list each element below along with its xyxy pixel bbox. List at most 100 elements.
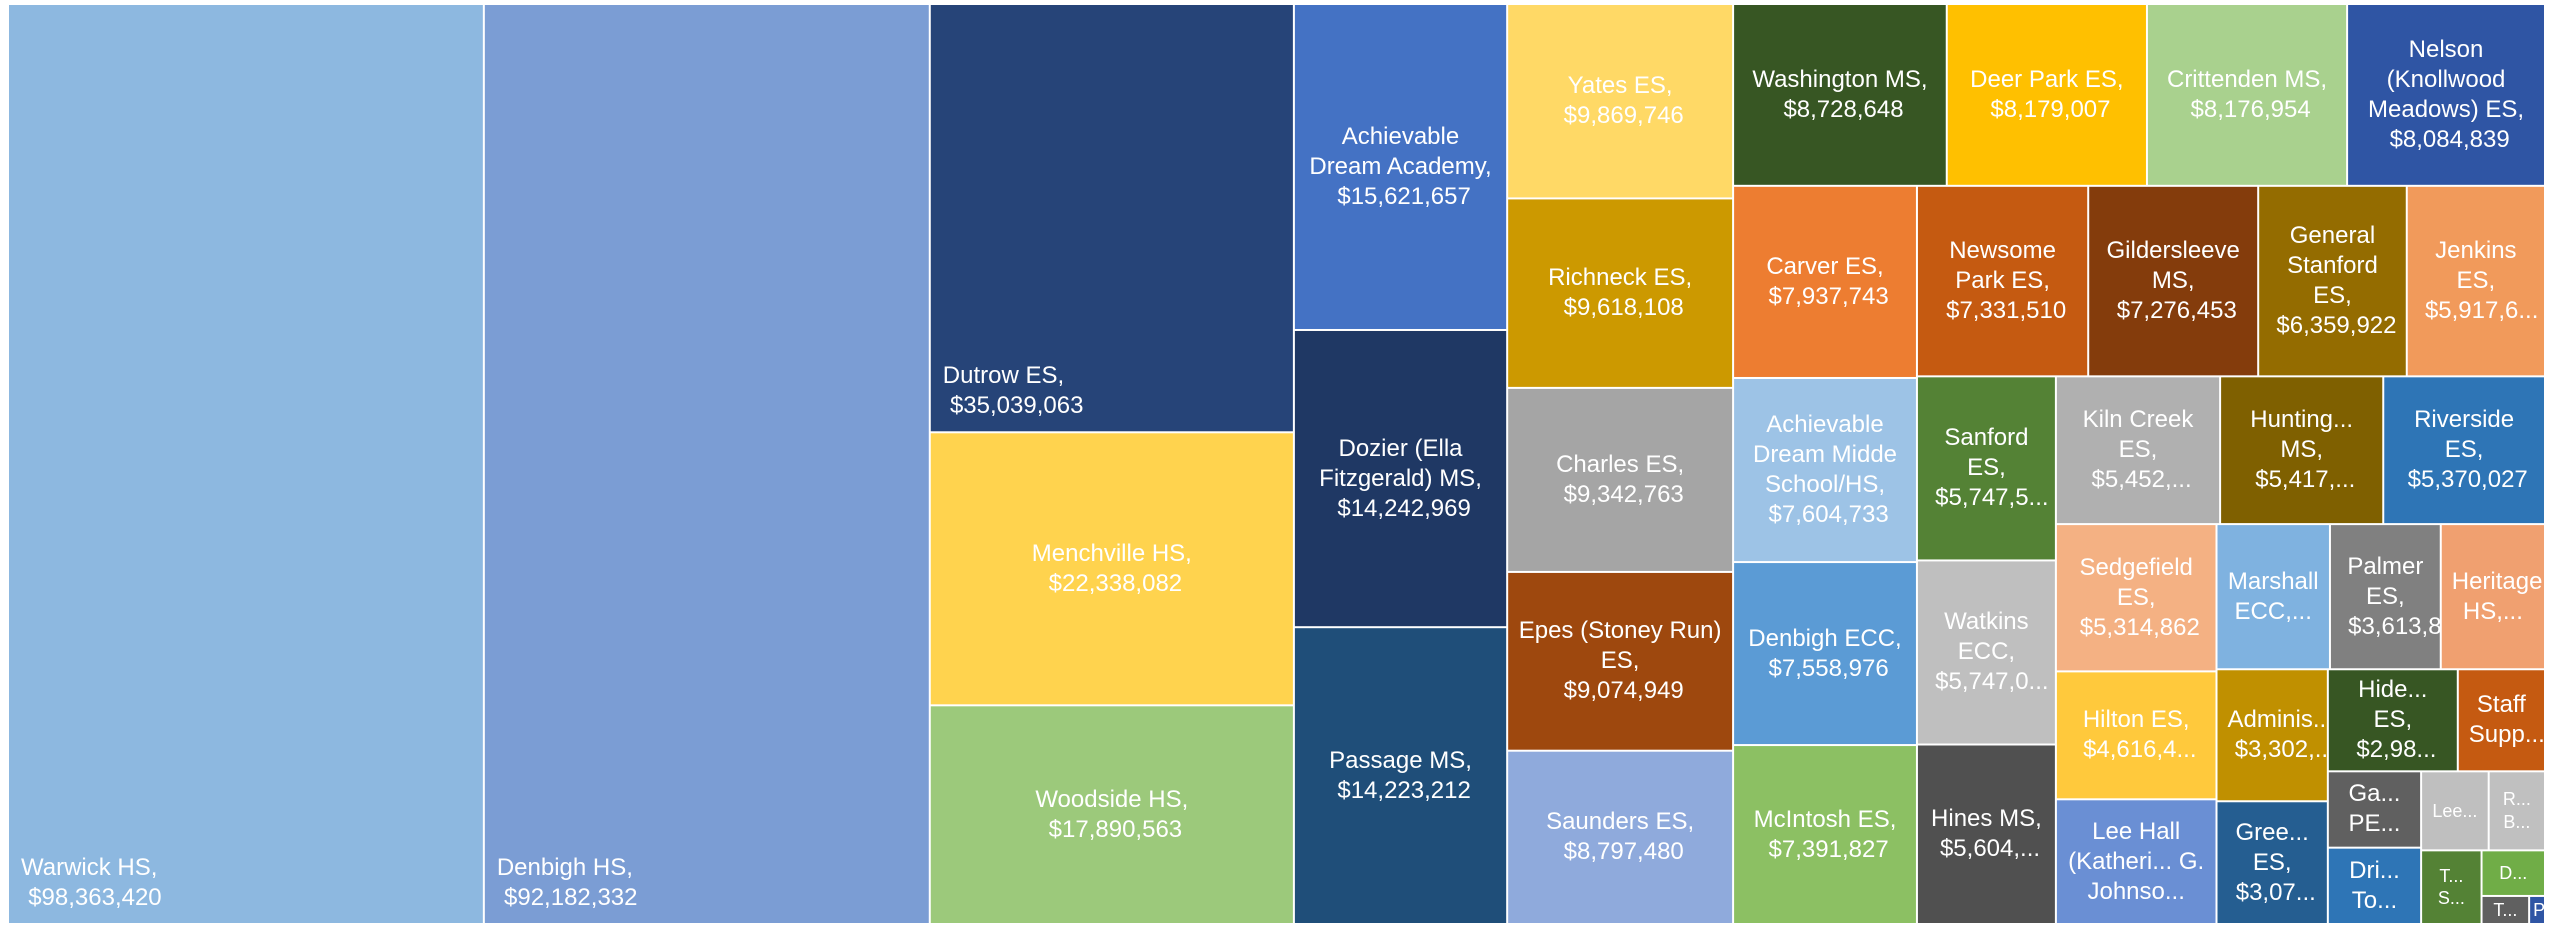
treemap-cell: [2328, 670, 2457, 771]
treemap-cell: [1947, 5, 2146, 185]
cell-label: Lee...: [2422, 772, 2488, 849]
treemap-cell: [2056, 377, 2220, 524]
cell-label: Sanford ES, $5,747,5...: [1918, 377, 2055, 559]
cell-label: Carver ES, $7,937,743: [1734, 187, 1916, 377]
cell-label-box: R... B...: [2503, 789, 2531, 832]
cell-name: Woodside HS,: [1035, 785, 1189, 813]
cell-name: Menchville HS,: [1031, 539, 1192, 567]
treemap-cell: [2056, 672, 2216, 799]
cell-value: $8,179,007: [1990, 95, 2111, 123]
cell-name: Gildersleeve MS,: [2106, 237, 2240, 295]
cell-label-box: Kiln Creek ES,$5,452,...: [2057, 377, 2219, 523]
cell-value: $5,417,...: [2255, 466, 2356, 494]
cell-label: Staff Supp...: [2459, 670, 2544, 770]
treemap-cell: [1734, 563, 1916, 745]
cell-label-box: Woodside HS,$17,890,563: [931, 706, 1293, 923]
cell-name: Hines MS,: [1931, 805, 2042, 833]
cell-label-box: Menchville HS,$22,338,082: [1031, 539, 1192, 597]
cell-name: Gree... ES,: [2235, 818, 2309, 876]
cell-label-box: Gildersleeve MS,$7,276,453: [2106, 237, 2240, 324]
cell-name: Saunders ES,: [1546, 808, 1695, 836]
treemap-cell: [2422, 772, 2488, 850]
cell-value: $14,242,969: [1337, 494, 1471, 522]
cell-label-box: Hide... ES,$2,98...: [2356, 676, 2437, 764]
cell-name: Staff Supp...: [2468, 691, 2544, 749]
cell-value: $22,338,082: [1048, 569, 1183, 597]
cell-name: T...: [2493, 899, 2518, 920]
treemap-cell: [1917, 186, 2088, 376]
cell-label: Hilton ES, $4,616,4...: [2057, 672, 2216, 798]
cell-label: Richneck ES, $9,618,108: [1508, 199, 1732, 386]
cell-label: Saunders ES, $8,797,480: [1508, 752, 1732, 923]
cell-label: T... S...: [2422, 851, 2480, 923]
cell-label-box: Dri... To...: [2329, 849, 2420, 923]
cell-label: Crittenden MS, $8,176,954: [2148, 5, 2346, 185]
cell-value: $5,917,6...: [2424, 297, 2539, 325]
cell-label-box: Dozier (Ella Fitzgerald) MS,$14,242,969: [1319, 435, 1482, 522]
cell-label-box: Gree... ES,$3,07...: [2235, 818, 2316, 906]
cell-value: $2,98...: [2356, 736, 2437, 764]
cell-label: Marshall ECC,...: [2218, 525, 2329, 668]
cell-value: $3,07...: [2235, 878, 2316, 906]
cell-label: Washington MS, $8,728,648: [1734, 5, 1946, 185]
cell-name: Nelson (Knollwood Meadows) ES,: [2368, 35, 2525, 123]
cell-name: Warwick HS,: [21, 854, 158, 881]
cell-name: Adminis...: [2227, 706, 2327, 734]
treemap-cell: [2330, 525, 2440, 669]
cell-value: $8,797,480: [1563, 838, 1684, 866]
cell-label: Dutrow ES, $35,039,063: [931, 5, 1293, 431]
cell-value: $14,223,212: [1337, 776, 1471, 804]
cell-label-box: Denbigh HS, $92,182,332: [496, 854, 638, 911]
cell-label-box: Marshall ECC,...: [2218, 525, 2329, 668]
treemap-cell: [2482, 851, 2544, 895]
cell-label: Achievable Dream Academy, $15,621,657: [1295, 5, 1506, 329]
treemap-cell: [1508, 572, 1733, 750]
treemap-cell: [2056, 800, 2216, 923]
treemap-cell: [2422, 851, 2481, 923]
cell-name: Achievable Dream Academy,: [1309, 122, 1492, 180]
cell-label: Woodside HS, $17,890,563: [931, 706, 1293, 923]
cell-name: T... S...: [2437, 865, 2465, 909]
cell-name: P...: [2533, 899, 2544, 920]
treemap-cell: [1508, 199, 1733, 387]
cell-label-box: Charles ES,$9,342,763: [1556, 451, 1684, 508]
cell-label: Kiln Creek ES, $5,452,...: [2057, 377, 2219, 523]
cell-label-box: Ga... PE...: [2348, 780, 2400, 837]
treemap-cell: [1917, 377, 2055, 560]
cell-label-box: Hines MS,$5,604,...: [1931, 805, 2042, 862]
cell-label: Deer Park ES, $8,179,007: [1948, 5, 2146, 185]
treemap-cell: [2384, 377, 2544, 524]
cell-label-box: Riverside ES,$5,370,027: [2408, 406, 2528, 493]
cell-name: Hilton ES,: [2082, 706, 2190, 734]
cell-value: $5,747,0...: [1935, 668, 2049, 696]
cell-label: Heritage HS,...: [2442, 525, 2544, 668]
cell-value: $7,937,743: [1768, 282, 1889, 310]
cell-value: $5,452,...: [2091, 466, 2192, 494]
cell-name: Dri... To...: [2349, 856, 2400, 914]
cell-name: Sanford ES,: [1944, 424, 2029, 482]
cell-label-box: T... S...: [2422, 851, 2480, 923]
cell-label: Yates ES, $9,869,746: [1508, 5, 1732, 197]
cell-name: Kiln Creek ES,: [2082, 406, 2194, 464]
cell-label-box: McIntosh ES,$7,391,827: [1753, 805, 1897, 863]
cell-name: McIntosh ES,: [1753, 805, 1897, 833]
cell-label-box: Palmer ES,$3,613,8...: [2347, 553, 2439, 640]
cell-name: Crittenden MS,: [2166, 65, 2328, 93]
cell-name: Denbigh HS,: [496, 854, 633, 881]
cell-label-box: Hilton ES,$4,616,4...: [2057, 672, 2216, 798]
cell-name: Watkins ECC,: [1944, 608, 2029, 666]
cell-label-box: Warwick HS, $98,363,420: [21, 854, 162, 911]
cell-value: $7,604,733: [1768, 501, 1889, 529]
treemap-cell: [2328, 772, 2421, 847]
cell-value: $3,302,...: [2234, 736, 2327, 764]
cell-label-box: Staff Supp...: [2459, 670, 2544, 770]
treemap-cell: [2530, 896, 2544, 923]
cell-label: Adminis... $3,302,...: [2218, 670, 2327, 800]
treemap-cell: [1508, 5, 1733, 198]
treemap-cell: [1294, 628, 1507, 923]
treemap-cell: [2489, 772, 2544, 850]
cell-label: Dri... To...: [2329, 849, 2420, 923]
cell-name: Yates ES,: [1567, 72, 1673, 100]
treemap-cell: [2217, 802, 2327, 923]
